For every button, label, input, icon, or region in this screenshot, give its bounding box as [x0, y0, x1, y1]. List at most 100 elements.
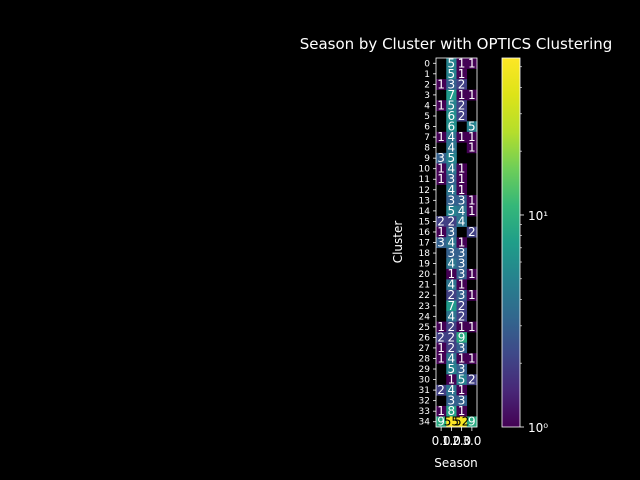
cell-value-label: 2 — [468, 225, 476, 239]
heatmap-cell — [436, 79, 447, 90]
heatmap-cell — [446, 311, 457, 322]
heatmap-cell — [456, 395, 468, 407]
heatmap-cell — [456, 58, 468, 69]
cell-value-label: 3 — [448, 77, 456, 91]
heatmap-cell — [456, 332, 468, 343]
heatmap-cell-labels: 5 1 15 11 3 27 1 11 5 26 26 51 4 1 14 13 51 4 11 3 14 13 3 15 4 1… — [437, 56, 475, 428]
heatmap-cell — [466, 226, 478, 238]
heatmap-cell — [456, 163, 468, 175]
heatmap-cell — [456, 268, 468, 280]
heatmap-cells — [436, 58, 478, 428]
y-tick-label: 28 — [419, 354, 431, 364]
heatmap-cell — [436, 416, 447, 428]
heatmap-cell — [456, 100, 468, 112]
heatmap-cell — [436, 405, 447, 417]
heatmap-cell — [456, 279, 468, 291]
cell-value-label: 1 — [458, 88, 466, 102]
heatmap-cell — [466, 121, 478, 133]
heatmap-cell — [466, 289, 478, 301]
heatmap-cell — [446, 205, 457, 217]
cell-value-label: 2 — [458, 109, 466, 123]
cell-value-label: 1 — [437, 98, 445, 112]
y-tick-label: 12 — [419, 186, 430, 196]
heatmap-cell — [466, 205, 478, 217]
heatmap-cell — [466, 321, 478, 333]
heatmap-cell — [456, 384, 468, 396]
cell-value-label: 5 — [448, 362, 456, 376]
heatmap-cell — [456, 173, 468, 185]
y-tick-label: 25 — [419, 323, 430, 333]
cell-value-label: 1 — [448, 267, 456, 281]
heatmap-cell — [446, 374, 457, 386]
heatmap-cell — [456, 405, 468, 417]
heatmap-cell — [436, 342, 447, 354]
heatmap-cell — [466, 416, 478, 428]
cell-value-label: 2 — [448, 320, 456, 334]
cell-value-label: 1 — [458, 236, 466, 250]
cell-value-label: 2 — [458, 98, 466, 112]
cell-value-label: 3 — [437, 151, 445, 165]
cell-value-label: 1 — [458, 320, 466, 334]
y-tick-label: 32 — [419, 397, 430, 407]
cell-value-label: 3 — [458, 267, 466, 281]
cell-value-label: 1 — [468, 351, 476, 365]
y-tick-label: 18 — [419, 249, 431, 259]
y-tick-label: 34 — [419, 418, 431, 428]
heatmap-cell — [436, 131, 447, 143]
cell-value-label: 4 — [458, 214, 466, 228]
heatmap-cell — [456, 363, 468, 375]
heatmap-cell — [466, 374, 478, 386]
heatmap-cell — [436, 216, 447, 227]
heatmap-cell — [456, 311, 468, 322]
heatmap-cell — [456, 258, 468, 270]
y-tick-label: 1 — [424, 70, 430, 80]
heatmap-cell — [466, 195, 478, 206]
heatmap-cell — [446, 279, 457, 291]
heatmap-cell — [436, 100, 447, 112]
x-axis-label: Season — [434, 456, 478, 470]
cell-value-label: 4 — [448, 162, 456, 176]
chart-title: Season by Cluster with OPTICS Clustering — [300, 35, 613, 53]
heatmap-cell — [436, 237, 447, 249]
cell-value-label: 3 — [458, 341, 466, 355]
cell-value-label: 2 — [437, 330, 445, 344]
y-tick-label: 30 — [419, 376, 431, 386]
cell-value-label: 52 — [454, 415, 469, 429]
heatmap-cell — [446, 342, 457, 354]
cell-value-label: 2 — [448, 341, 456, 355]
heatmap-cell — [436, 332, 447, 343]
heatmap-cell — [446, 226, 457, 238]
heatmap-cell — [446, 237, 457, 249]
heatmap-cell — [446, 353, 457, 365]
heatmap-cell — [446, 363, 457, 375]
y-tick-label: 15 — [419, 217, 430, 227]
cell-value-label: 8 — [448, 404, 456, 418]
heatmap-cell — [436, 384, 447, 396]
cell-value-label: 2 — [448, 214, 456, 228]
y-tick-label: 2 — [424, 80, 430, 90]
cell-value-label: 1 — [468, 204, 476, 218]
cell-value-label: 2 — [448, 288, 456, 302]
cell-value-label: 5 — [448, 204, 456, 218]
y-tick-label: 11 — [419, 175, 430, 185]
cell-value-label: 3 — [458, 246, 466, 260]
heatmap-cell — [446, 79, 457, 90]
heatmap-cell — [466, 131, 478, 143]
heatmap-cell — [466, 142, 478, 154]
heatmap-cell — [446, 300, 457, 312]
heatmap-cell — [456, 353, 468, 365]
y-tick-label: 10 — [419, 165, 431, 175]
cell-value-label: 1 — [458, 67, 466, 81]
cell-value-label: 4 — [448, 351, 456, 365]
heatmap-cell — [456, 300, 468, 312]
cell-value-label: 1 — [437, 130, 445, 144]
heatmap-cell — [436, 226, 447, 238]
cell-value-label: 3 — [448, 172, 456, 186]
heatmap-cell — [456, 321, 468, 333]
cell-value-label: 4 — [448, 309, 456, 323]
cell-value-label: 6 — [448, 109, 456, 123]
heatmap-cell — [446, 58, 457, 69]
cell-value-label: 4 — [448, 278, 456, 292]
heatmap-cell — [446, 247, 457, 259]
